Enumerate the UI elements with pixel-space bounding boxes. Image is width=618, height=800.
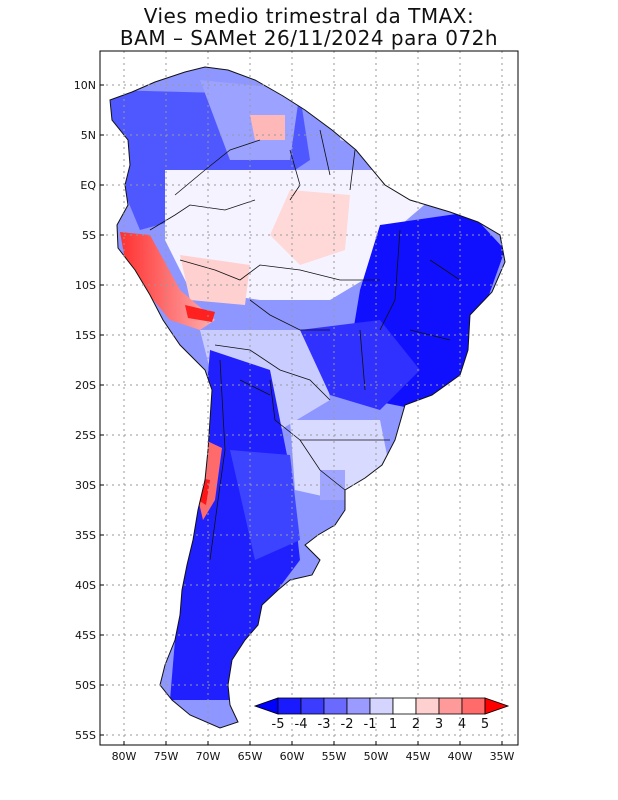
lat-label: 40S (75, 579, 96, 592)
lon-label: 65W (238, 750, 263, 763)
colorbar-label: -5 (272, 717, 285, 732)
grid-lines (100, 51, 518, 745)
lon-label: 45W (406, 750, 431, 763)
lon-label: 50W (364, 750, 389, 763)
map-title-line2: BAM – SAMet 26/11/2024 para 072h (119, 26, 499, 50)
colorbar-swatch (346, 697, 371, 715)
colorbar-label: 3 (435, 717, 443, 732)
colorbar-swatch (415, 697, 440, 715)
map-title-line1: Vies medio trimestral da TMAX: (143, 4, 475, 28)
lat-ticks (100, 84, 104, 736)
lon-label: 75W (154, 750, 179, 763)
colorbar-swatch (392, 697, 417, 715)
colorbar-swatch (323, 697, 348, 715)
lat-label: 15S (75, 329, 96, 342)
lon-ticks (123, 741, 503, 745)
lon-label: 40W (448, 750, 473, 763)
colorbar-label: -2 (341, 717, 354, 732)
lat-label: 5N (81, 129, 96, 142)
colorbar (253, 697, 510, 715)
colorbar-swatch (461, 697, 486, 715)
coastline (109, 66, 506, 729)
lat-label: 55S (75, 729, 96, 742)
colorbar-label: -3 (318, 717, 331, 732)
lon-label: 80W (112, 750, 137, 763)
lat-label: 30S (75, 479, 96, 492)
lon-label: 70W (196, 750, 221, 763)
lat-label: EQ (80, 179, 96, 192)
lat-label: 5S (82, 229, 96, 242)
colorbar-label: 5 (481, 717, 489, 732)
colorbar-swatch (277, 697, 302, 715)
colorbar-label: 1 (389, 717, 397, 732)
colorbar-label: -4 (295, 717, 308, 732)
colorbar-label: -1 (364, 717, 377, 732)
colorbar-label: 2 (412, 717, 420, 732)
colorbar-swatch (369, 697, 394, 715)
lon-label: 60W (280, 750, 305, 763)
lat-label: 10N (74, 79, 96, 92)
lon-label: 55W (322, 750, 347, 763)
lat-label: 25S (75, 429, 96, 442)
political-borders (149, 129, 461, 561)
lon-label: 35W (490, 750, 515, 763)
lat-label: 45S (75, 629, 96, 642)
colorbar-swatch (300, 697, 325, 715)
lat-label: 50S (75, 679, 96, 692)
colorbar-label: 4 (458, 717, 466, 732)
lat-label: 35S (75, 529, 96, 542)
lat-label: 10S (75, 279, 96, 292)
colorbar-high-arrow (484, 697, 510, 715)
lat-label: 20S (75, 379, 96, 392)
colorbar-swatch (438, 697, 463, 715)
